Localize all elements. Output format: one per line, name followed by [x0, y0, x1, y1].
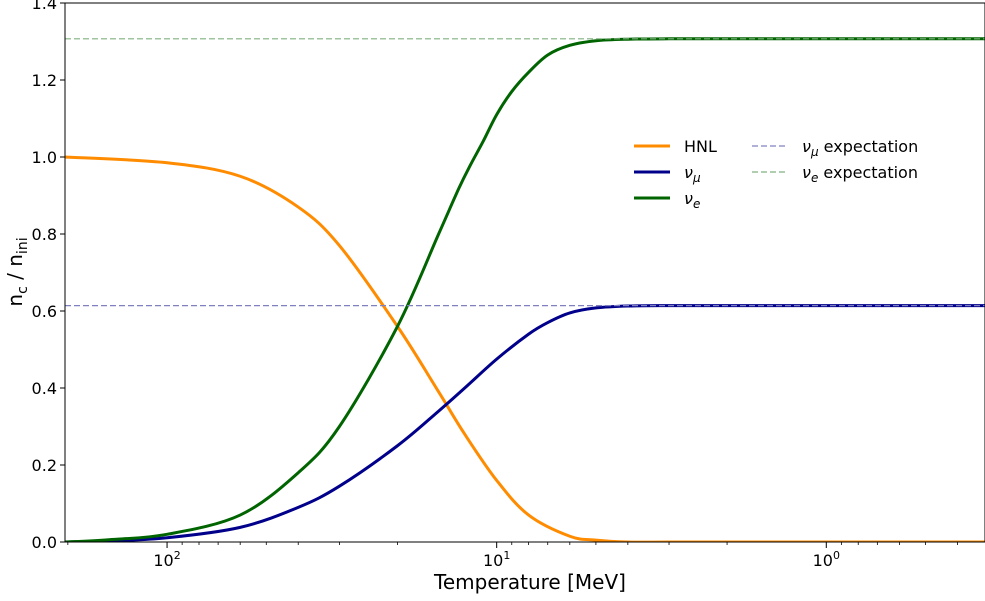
plot-frame [64, 2, 985, 543]
legend-label: νe [684, 189, 700, 211]
y-axis: 0.0 0.2 0.4 0.6 0.8 1.0 1.2 1.4 [32, 0, 65, 552]
y-tick-label: 0.0 [32, 533, 57, 552]
series-line-1 [65, 304, 985, 542]
y-tick-label: 0.8 [32, 225, 57, 244]
series-line-2 [65, 37, 985, 542]
legend-label: νμ [684, 163, 701, 185]
x-axis-label: Temperature [MeV] [433, 570, 626, 594]
x-tick-label: 100 [813, 549, 840, 570]
y-tick-label: 0.4 [32, 379, 57, 398]
y-tick-label: 1.2 [32, 71, 57, 90]
legend-label: HNL [684, 137, 717, 156]
x-axis: 102 101 100 [67, 542, 958, 570]
plot-area [64, 2, 985, 543]
legend-label: νe expectation [802, 163, 918, 185]
y-tick-label: 0.6 [32, 302, 57, 321]
legend: HNL νμ νe νμ expectation νe expectation [634, 137, 918, 211]
x-tick-label: 102 [153, 549, 180, 570]
y-tick-label: 0.2 [32, 456, 57, 475]
series-line-0 [65, 155, 985, 542]
x-tick-label: 101 [483, 549, 510, 570]
y-tick-label: 1.0 [32, 148, 57, 167]
y-tick-label: 1.4 [32, 0, 57, 13]
y-axis-label: nc / nini [3, 237, 31, 306]
legend-label: νμ expectation [802, 137, 918, 159]
